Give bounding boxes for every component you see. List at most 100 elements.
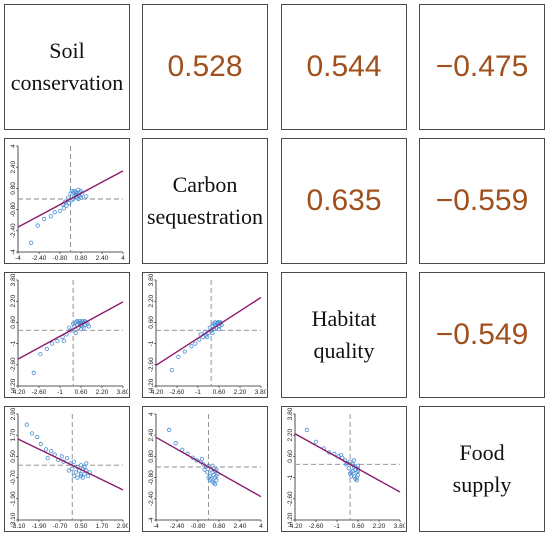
- data-point: [349, 474, 354, 479]
- x-tick-label: 3.80: [255, 389, 266, 396]
- y-tick-label: 2.20: [148, 294, 155, 307]
- data-point: [66, 468, 71, 473]
- y-tick-label: 3.80: [148, 273, 155, 286]
- data-point: [193, 341, 198, 346]
- x-tick-label: 0.50: [75, 523, 88, 530]
- x-tick-label: -2.40: [32, 255, 47, 262]
- data-point: [35, 434, 40, 440]
- scatter-plot: -4 -2.40 -0.80 0.80 2.40 4 4 2.40 0.80 -0.80 -2.40…: [148, 412, 263, 530]
- x-tick-label: 2.20: [373, 523, 386, 530]
- data-point: [43, 447, 49, 452]
- data-point: [75, 475, 80, 480]
- x-tick-label: 3.80: [117, 389, 128, 396]
- scatter-plot: -4.20 -2.60 -1 0.60 2.20 3.80 3.80 2.20 0.60 -1 -2…: [148, 273, 266, 396]
- y-tick-label: -2.40: [10, 223, 17, 238]
- label-line: Soil: [49, 38, 85, 64]
- data-point: [80, 318, 85, 324]
- y-tick-label: 0.50: [10, 450, 17, 463]
- data-point: [73, 190, 78, 195]
- label-line: Carbon: [172, 172, 238, 198]
- data-point: [211, 321, 216, 326]
- data-point: [67, 325, 72, 330]
- data-point: [169, 368, 174, 373]
- data-point: [85, 473, 91, 478]
- regression-line: [17, 438, 124, 491]
- x-tick-label: -4.20: [11, 389, 26, 396]
- data-point: [61, 206, 67, 211]
- correlation-cell: −0.549: [419, 272, 545, 398]
- y-tick-label: 0.60: [148, 316, 155, 329]
- y-tick-label: 4: [148, 412, 155, 416]
- x-tick-label: -2.40: [170, 523, 185, 530]
- y-tick-label: 3.80: [10, 273, 17, 286]
- correlation-value: 0.635: [306, 184, 382, 217]
- data-point: [216, 326, 222, 332]
- x-tick-label: -0.80: [191, 523, 206, 530]
- data-point: [81, 325, 86, 330]
- data-point: [42, 216, 47, 221]
- data-point: [55, 338, 60, 344]
- data-point: [348, 459, 353, 464]
- y-tick-label: -2.60: [148, 357, 155, 372]
- data-point: [48, 214, 53, 219]
- data-point: [38, 352, 43, 357]
- data-point: [189, 344, 194, 349]
- variable-label-soil-conservation: Soil conservation: [4, 4, 130, 130]
- label-line: Habitat: [311, 306, 377, 332]
- data-point: [214, 478, 219, 483]
- data-point: [173, 441, 178, 446]
- y-tick-label: -2.60: [287, 491, 294, 506]
- y-tick-label: 2.20: [287, 428, 294, 441]
- y-tick-label: 0.80: [148, 450, 155, 463]
- label-line: quality: [313, 338, 375, 363]
- data-point: [71, 321, 76, 326]
- x-tick-label: -2.60: [309, 523, 324, 530]
- y-tick-label: -4: [148, 517, 155, 523]
- y-tick-label: -0.70: [10, 470, 17, 485]
- x-tick-label: -4.20: [288, 523, 303, 530]
- y-tick-label: 0.80: [10, 182, 17, 195]
- scatter-plot-panel: -3.10 -1.90 -0.70 0.50 1.70 2.90 2.90 1.70 0.50-…: [4, 406, 130, 532]
- data-point: [52, 210, 57, 215]
- correlation-cell: −0.559: [419, 138, 545, 264]
- data-point: [29, 240, 34, 245]
- data-point: [214, 474, 219, 479]
- scatter-plot-panel: -4.20 -2.60 -1 0.60 2.20 3.80 3.80 2.20 0.60 -1 -2…: [281, 406, 407, 532]
- data-point: [31, 370, 36, 375]
- y-tick-label: -4.20: [10, 378, 17, 393]
- label-line: supply: [452, 472, 512, 497]
- scatter-plot-panel: -4 -2.40 -0.80 0.80 2.40 4 4 2.40 0.80 -0.80 -2.40…: [142, 406, 268, 532]
- data-point: [205, 334, 210, 340]
- x-tick-label: -1: [334, 523, 340, 530]
- x-tick-label: -0.70: [53, 523, 68, 530]
- data-point: [82, 471, 87, 477]
- x-tick-label: -2.60: [32, 389, 47, 396]
- data-point: [210, 463, 215, 468]
- data-point: [355, 463, 361, 468]
- correlation-cell: 0.528: [142, 4, 268, 130]
- data-point: [194, 458, 199, 463]
- x-tick-label: 0.60: [352, 523, 365, 530]
- data-point: [35, 223, 40, 228]
- x-tick-label: 2.40: [96, 255, 109, 262]
- regression-line: [155, 296, 262, 366]
- data-point: [24, 422, 29, 427]
- data-point: [77, 318, 82, 324]
- y-tick-label: -3.10: [10, 512, 17, 527]
- data-point: [64, 456, 70, 461]
- y-tick-label: 4: [10, 144, 17, 148]
- scatter-plot: -4.20 -2.60 -1 0.60 2.20 3.80 3.80 2.20 0.60 -1 -2…: [10, 273, 128, 396]
- scatter-plot-panel: -4.20 -2.60 -1 0.60 2.20 3.80 3.80 2.20 0.60 -1 -2…: [4, 272, 130, 398]
- correlation-value: −0.559: [435, 184, 529, 217]
- data-point: [82, 464, 87, 470]
- data-point: [78, 471, 84, 477]
- regression-line: [155, 436, 262, 498]
- data-point: [64, 203, 69, 208]
- y-tick-label: -0.80: [148, 470, 155, 485]
- y-tick-label: -4: [10, 249, 17, 255]
- regression-line: [294, 433, 401, 493]
- y-tick-label: -4.20: [148, 378, 155, 393]
- correlation-cell: −0.475: [419, 4, 545, 130]
- x-tick-label: 2.40: [234, 523, 247, 530]
- y-tick-label: -4.20: [287, 512, 294, 527]
